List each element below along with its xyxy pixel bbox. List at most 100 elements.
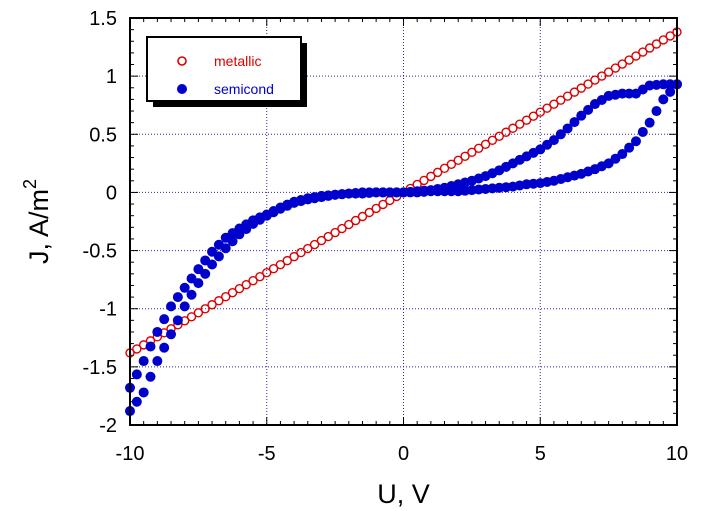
- semicond-lower-point: [624, 142, 635, 153]
- semicond-lower-point: [200, 268, 211, 279]
- metallic-point: [549, 99, 559, 109]
- y-tick-label: -1.5: [83, 357, 117, 379]
- semicond-lower-point: [644, 117, 655, 128]
- metallic-point: [590, 75, 600, 85]
- legend-box: [146, 36, 302, 102]
- semicond-lower-point: [377, 187, 388, 198]
- metallic-point: [275, 259, 286, 270]
- metallic-point: [296, 247, 306, 258]
- metallic-point: [289, 251, 299, 262]
- semicond-upper-point: [131, 369, 142, 380]
- metallic-point: [241, 280, 251, 290]
- metallic-point: [665, 31, 675, 41]
- metallic-point: [207, 300, 217, 310]
- metallic-point: [364, 207, 375, 218]
- metallic-point: [426, 171, 436, 182]
- metallic-point: [419, 175, 429, 186]
- semicond-upper-point: [569, 117, 580, 128]
- semicond-upper-point: [665, 79, 676, 90]
- semicond-upper-point: [562, 123, 573, 134]
- metallic-point: [344, 219, 354, 230]
- metallic-point: [262, 267, 272, 278]
- semicond-lower-point: [665, 86, 676, 97]
- metallic-point: [610, 63, 621, 73]
- y-axis-label-main: J, A/m: [24, 189, 54, 264]
- metallic-point: [432, 167, 443, 178]
- metallic-point: [515, 119, 525, 129]
- metallic-point: [378, 199, 388, 210]
- semicond-lower-point: [384, 187, 395, 198]
- metallic-point: [617, 59, 627, 69]
- metallic-point: [597, 71, 607, 81]
- semicond-upper-point: [179, 282, 190, 293]
- semicond-lower-point: [227, 236, 238, 247]
- metallic-point: [248, 275, 258, 286]
- metallic-point: [508, 123, 518, 133]
- semicond-lower-point: [207, 259, 218, 270]
- metallic-point: [528, 111, 539, 121]
- semicond-lower-point: [637, 126, 648, 137]
- metallic-point: [214, 296, 224, 306]
- metallic-point: [330, 227, 340, 238]
- semicond-lower-point: [446, 186, 457, 197]
- semicond-upper-point: [152, 326, 163, 337]
- legend-semicond-marker: [177, 84, 187, 94]
- semicond-series: [125, 79, 682, 417]
- semicond-upper-point: [166, 301, 177, 312]
- metallic-point: [309, 239, 320, 250]
- metallic-point: [323, 231, 333, 242]
- metallic-point: [631, 51, 641, 61]
- semicond-upper-point: [172, 292, 183, 303]
- metallic-point: [474, 143, 484, 153]
- metallic-point: [350, 215, 361, 226]
- y-tick-label: -1: [99, 299, 117, 321]
- metallic-point: [494, 131, 504, 141]
- semicond-lower-point: [166, 329, 177, 340]
- semicond-upper-point: [576, 110, 587, 121]
- metallic-point: [234, 284, 245, 294]
- semicond-lower-point: [425, 186, 436, 197]
- metallic-point: [282, 255, 292, 266]
- metallic-point: [453, 155, 463, 166]
- semicond-lower-point: [241, 224, 252, 235]
- metallic-point: [227, 288, 238, 298]
- metallic-point: [303, 243, 313, 254]
- legend-semicond-label: semicond: [214, 81, 274, 97]
- metallic-point: [186, 312, 197, 322]
- x-tick-label: -5: [258, 443, 276, 465]
- semicond-upper-point: [145, 341, 156, 352]
- metallic-point: [193, 308, 204, 318]
- metallic-point: [542, 103, 552, 113]
- plot-frame: [129, 17, 678, 426]
- y-tick-label: 0: [106, 182, 117, 204]
- semicond-lower-point: [357, 187, 368, 198]
- metallic-point: [371, 203, 381, 214]
- x-axis-label: U, V: [377, 479, 430, 509]
- x-tick-label: 5: [535, 443, 546, 465]
- y-axis-label-superscript: 2: [20, 179, 40, 189]
- metallic-point: [268, 263, 279, 274]
- semicond-lower-point: [658, 94, 669, 105]
- metallic-point: [569, 87, 580, 97]
- metallic-point: [651, 39, 662, 49]
- metallic-point: [556, 95, 566, 105]
- semicond-lower-point: [398, 187, 409, 198]
- semicond-lower-point: [439, 186, 450, 197]
- semicond-lower-point: [145, 371, 156, 382]
- metallic-point: [446, 159, 457, 170]
- metallic-point: [255, 271, 265, 282]
- metallic-point: [439, 163, 450, 174]
- y-tick-label: 0.5: [89, 124, 117, 146]
- metallic-point: [200, 304, 210, 314]
- semicond-lower-point: [213, 251, 224, 262]
- semicond-lower-point: [220, 243, 231, 254]
- y-tick-label: 1: [106, 66, 117, 88]
- semicond-lower-point: [131, 396, 142, 407]
- x-tick-labels: -10 -5 0 5 10: [116, 443, 689, 465]
- metallic-point: [521, 115, 532, 125]
- x-tick-label: -10: [116, 443, 145, 465]
- semicond-upper-point: [624, 88, 635, 99]
- semicond-lower-point: [138, 387, 149, 398]
- metallic-point: [221, 292, 231, 302]
